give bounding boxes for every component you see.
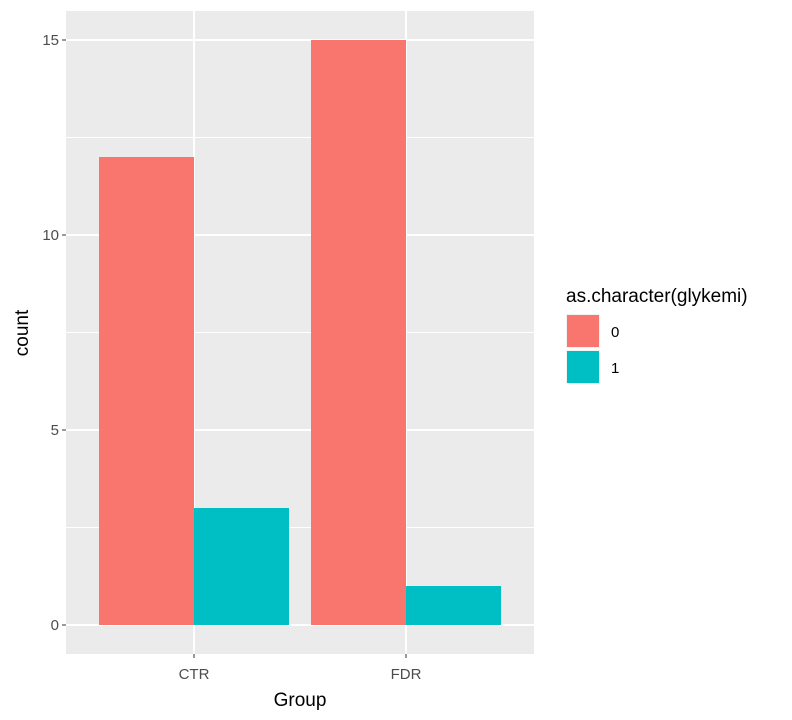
legend-label-0: 0 [611,324,619,341]
bar-fdr-series-1 [406,586,501,625]
legend: as.character(glykemi) 01 [566,286,748,384]
y-tick-label: 5 [51,422,59,439]
x-tick-label: CTR [179,666,210,683]
y-axis: 0 5 10 15 [42,32,66,634]
x-tick-label: FDR [391,666,422,683]
bar-ctr-series-0 [99,157,194,625]
y-tick-label: 15 [42,32,59,49]
x-axis-title: Group [274,690,327,711]
legend-label-1: 1 [611,360,619,377]
y-axis-title: count [12,309,33,356]
x-axis: CTR FDR [179,654,422,683]
bar-fdr-series-0 [311,40,406,625]
bars [99,40,501,625]
legend-items: 01 [566,314,619,384]
y-tick-label: 10 [42,227,59,244]
legend-swatch-0 [567,315,599,347]
y-tick-label: 0 [51,617,59,634]
bar-ctr-series-1 [194,508,289,625]
legend-swatch-1 [567,351,599,383]
legend-title: as.character(glykemi) [566,286,748,307]
